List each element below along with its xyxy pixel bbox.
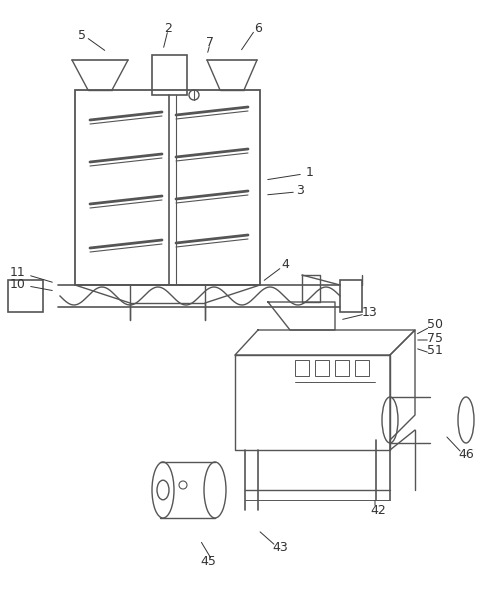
Bar <box>8 280 43 312</box>
Bar <box>152 55 186 95</box>
Bar <box>314 360 328 376</box>
Text: 51: 51 <box>426 344 442 358</box>
Text: 5: 5 <box>78 29 86 41</box>
Text: 10: 10 <box>10 277 26 290</box>
Text: 2: 2 <box>164 22 172 35</box>
Bar <box>354 360 368 376</box>
Text: 3: 3 <box>295 184 304 197</box>
Bar <box>294 360 308 376</box>
Text: 6: 6 <box>254 22 262 35</box>
Text: 4: 4 <box>281 259 288 271</box>
Text: 46: 46 <box>457 448 473 461</box>
Text: 42: 42 <box>369 503 385 517</box>
Text: 7: 7 <box>205 35 214 49</box>
Text: 11: 11 <box>10 266 26 280</box>
Bar <box>339 280 361 312</box>
Text: 45: 45 <box>200 556 216 568</box>
Text: 43: 43 <box>271 541 287 554</box>
Bar <box>75 90 260 285</box>
Text: 75: 75 <box>426 331 442 344</box>
Bar <box>334 360 348 376</box>
Text: 13: 13 <box>362 305 377 319</box>
Text: 50: 50 <box>426 319 442 331</box>
Text: 1: 1 <box>305 166 313 179</box>
